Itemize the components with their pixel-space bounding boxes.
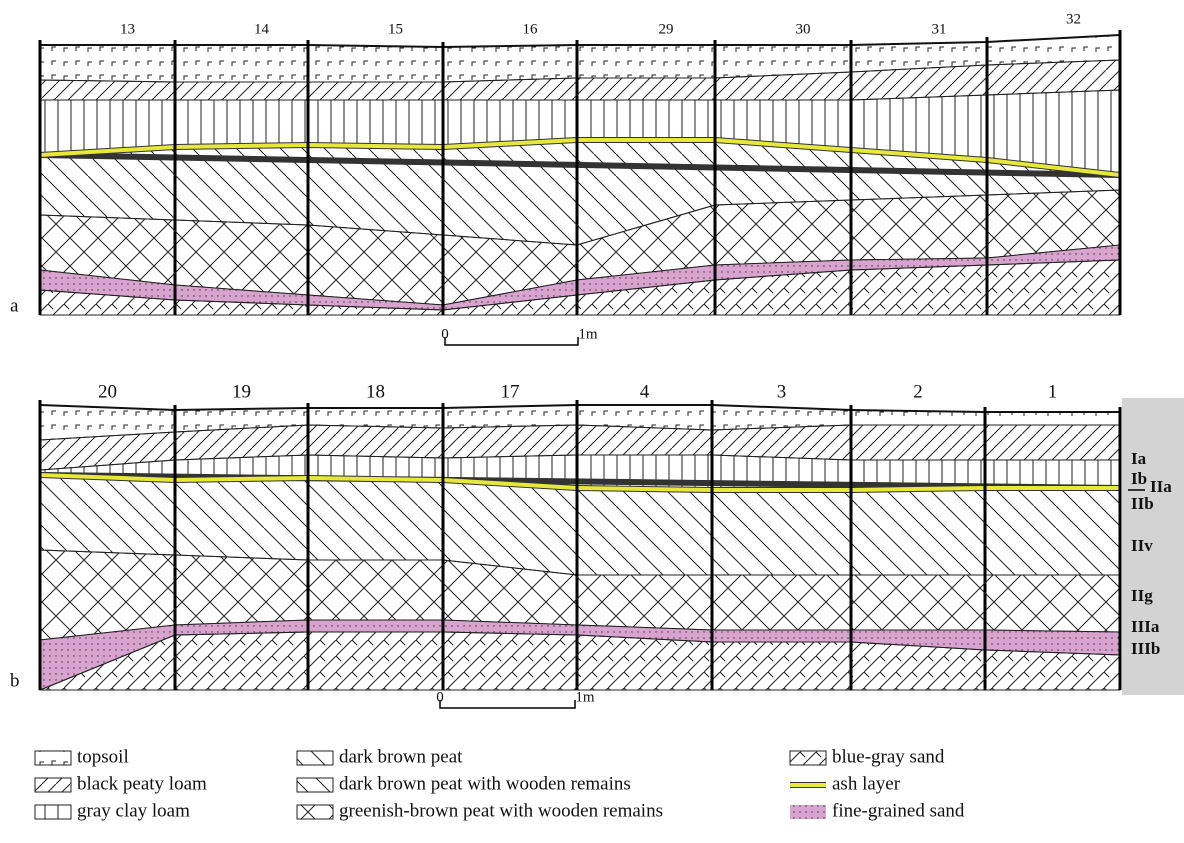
layer-label: IIg xyxy=(1131,586,1153,605)
column-number: 2 xyxy=(913,381,923,402)
scale-bar xyxy=(445,337,578,345)
scale-start: 0 xyxy=(436,689,444,705)
legend-label: topsoil xyxy=(77,746,129,767)
legend-swatch xyxy=(790,805,826,819)
column-number: 20 xyxy=(98,381,117,402)
scale-bar xyxy=(440,700,575,708)
legend-label: black peaty loam xyxy=(77,773,207,794)
legend-label: ash layer xyxy=(832,773,901,794)
legend-label: greenish-brown peat with wooden remains xyxy=(339,800,663,821)
scale-start: 0 xyxy=(441,326,449,342)
legend-label: dark brown peat xyxy=(339,746,463,767)
column-number: 31 xyxy=(932,21,947,37)
panel-label: a xyxy=(10,295,19,316)
column-number: 29 xyxy=(659,21,674,37)
column-number: 3 xyxy=(777,381,787,402)
column-number: 1 xyxy=(1048,381,1058,402)
legend-swatch xyxy=(790,751,826,765)
legend-swatch xyxy=(297,805,333,819)
panel-label: b xyxy=(10,670,20,691)
column-number: 30 xyxy=(796,21,811,37)
legend-label: fine-grained sand xyxy=(832,800,965,821)
column-number: 15 xyxy=(388,21,403,37)
layer-label: IIIb xyxy=(1131,639,1160,658)
legend-label: dark brown peat with wooden remains xyxy=(339,773,631,794)
legend-label: blue-gray sand xyxy=(832,746,945,767)
figure: 1314151629303132a01m201918174321b01mIaIb… xyxy=(0,0,1184,843)
column-number: 32 xyxy=(1066,11,1081,27)
legend-swatch xyxy=(35,751,71,765)
layer-label: Ia xyxy=(1131,449,1147,468)
scale-end: 1m xyxy=(575,689,595,705)
column-number: 16 xyxy=(523,21,539,37)
section-panel: 13 14 15 16 29 30 31 32 a 0 1m xyxy=(10,11,1120,345)
legend-swatch xyxy=(297,778,333,792)
column-number: 18 xyxy=(366,381,385,402)
column-number: 17 xyxy=(501,381,520,402)
column-number: 13 xyxy=(120,21,135,37)
column-number: 14 xyxy=(254,21,270,37)
legend-swatch xyxy=(297,751,333,765)
legend-swatch xyxy=(35,805,71,819)
scale-end: 1m xyxy=(578,326,598,342)
legend-label: gray clay loam xyxy=(77,800,190,821)
layer-label: Ib xyxy=(1131,469,1147,488)
column-number: 4 xyxy=(640,381,650,402)
column-number: 19 xyxy=(232,381,251,402)
layer-label: IIv xyxy=(1131,536,1153,555)
section-panel: 20 19 18 17 4 3 2 1 b 0 1m xyxy=(10,381,1120,708)
layer-label: IIb xyxy=(1131,494,1154,513)
layer-label: IIIa xyxy=(1131,617,1160,636)
legend-swatch xyxy=(35,778,71,792)
